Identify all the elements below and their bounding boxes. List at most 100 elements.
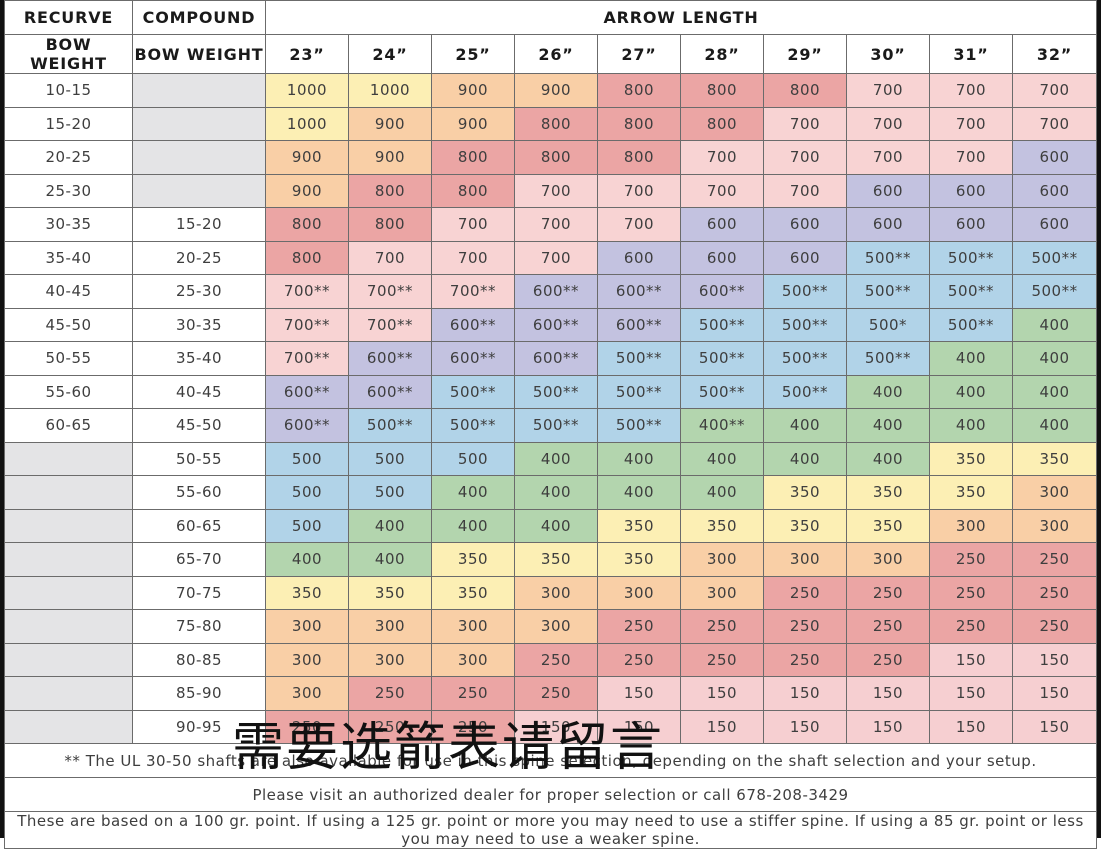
arrow-length-header: ARROW LENGTH <box>264 0 1098 35</box>
spine-value-cell: 900 <box>431 106 515 141</box>
spine-value-cell: 500** <box>763 341 847 376</box>
table-row: 30-35 15-20 800 800 700 700 700 600 600 600 600 600 <box>4 207 1098 242</box>
spine-value-cell: 400 <box>1011 408 1098 443</box>
spine-value-cell: 150 <box>680 709 764 744</box>
table-row: 20-25 900 900 800 800 800 700 700 700 700 600 <box>4 140 1098 175</box>
spine-value-cell: 400 <box>846 441 930 476</box>
spine-value-cell: 500** <box>431 408 515 443</box>
spine-value-cell: 500** <box>846 274 930 309</box>
spine-value-cell: 900 <box>514 73 598 108</box>
spine-value-cell: 500** <box>680 374 764 409</box>
recurve-weight-cell <box>4 542 133 577</box>
compound-weight-cell: 35-40 <box>132 341 266 376</box>
spine-value-cell: 500 <box>431 441 515 476</box>
spine-value-cell: 600** <box>431 307 515 342</box>
compound-weight-cell: 85-90 <box>132 676 266 711</box>
spine-value-cell: 350 <box>514 542 598 577</box>
spine-value-cell: 500** <box>431 374 515 409</box>
spine-value-cell: 300 <box>431 642 515 677</box>
spine-value-cell: 600 <box>680 207 764 242</box>
spine-value-cell: 350 <box>763 475 847 510</box>
arrow-length-7: 30” <box>846 34 930 74</box>
table-row: 50-55 500 500 500 400 400 400 400 400 350 350 <box>4 441 1098 476</box>
recurve-bow-weight-header: BOW WEIGHT <box>4 34 133 74</box>
recurve-weight-cell <box>4 642 133 677</box>
spine-value-cell: 400 <box>1011 374 1098 409</box>
spine-value-cell: 250 <box>680 642 764 677</box>
spine-value-cell: 600** <box>265 374 349 409</box>
spine-value-cell: 300 <box>265 609 349 644</box>
spine-value-cell: 500** <box>514 408 598 443</box>
spine-value-cell: 500 <box>348 441 432 476</box>
spine-value-cell: 250 <box>514 642 598 677</box>
spine-value-cell: 700 <box>763 140 847 175</box>
recurve-weight-cell <box>4 609 133 644</box>
spine-value-cell: 700 <box>514 240 598 275</box>
spine-value-cell: 1000 <box>348 73 432 108</box>
spine-value-cell: 400 <box>514 441 598 476</box>
spine-value-cell: 300 <box>348 642 432 677</box>
arrow-length-8: 31” <box>929 34 1013 74</box>
compound-bow-weight-header: BOW WEIGHT <box>132 34 266 74</box>
spine-value-cell: 700 <box>1011 73 1098 108</box>
compound-weight-cell <box>132 73 266 108</box>
spine-value-cell: 900 <box>431 73 515 108</box>
spine-value-cell: 500** <box>1011 240 1098 275</box>
spine-value-cell: 500* <box>846 307 930 342</box>
spine-value-cell: 500** <box>1011 274 1098 309</box>
spine-value-cell: 800 <box>265 207 349 242</box>
spine-value-cell: 250 <box>348 709 432 744</box>
spine-value-cell: 400 <box>597 475 681 510</box>
spine-value-cell: 300 <box>514 609 598 644</box>
spine-value-cell: 350 <box>348 575 432 610</box>
spine-value-cell: 300 <box>1011 508 1098 543</box>
arrow-length-6: 29” <box>763 34 847 74</box>
spine-value-cell: 250 <box>846 575 930 610</box>
spine-value-cell: 300 <box>597 575 681 610</box>
table-row: 60-65 500 400 400 400 350 350 350 350 300 300 <box>4 508 1098 543</box>
table-row: 80-85 300 300 300 250 250 250 250 250 150 150 <box>4 642 1098 677</box>
spine-value-cell: 400 <box>680 475 764 510</box>
spine-value-cell: 400 <box>846 374 930 409</box>
spine-value-cell: 400 <box>431 508 515 543</box>
spine-value-cell: 600** <box>514 274 598 309</box>
table-row: 40-45 25-30 700** 700** 700** 600** 600** 600**… <box>4 274 1098 309</box>
spine-value-cell: 600 <box>1011 207 1098 242</box>
table-row: 50-55 35-40 700** 600** 600** 600** 500** 500**… <box>4 341 1098 376</box>
table-row: 55-60 500 500 400 400 400 400 350 350 350 300 <box>4 475 1098 510</box>
spine-value-cell: 900 <box>265 173 349 208</box>
spine-value-cell: 250 <box>597 642 681 677</box>
compound-header: COMPOUND <box>132 0 266 35</box>
spine-value-cell: 700** <box>265 307 349 342</box>
spine-value-cell: 250 <box>846 609 930 644</box>
recurve-weight-cell <box>4 475 133 510</box>
spine-value-cell: 600 <box>929 207 1013 242</box>
arrow-length-1: 24” <box>348 34 432 74</box>
spine-value-cell: 800 <box>514 140 598 175</box>
spine-value-cell: 800 <box>348 173 432 208</box>
spine-value-cell: 600 <box>846 173 930 208</box>
spine-value-cell: 600 <box>1011 173 1098 208</box>
spine-value-cell: 600** <box>348 374 432 409</box>
recurve-weight-cell: 55-60 <box>4 374 133 409</box>
recurve-weight-cell: 15-20 <box>4 106 133 141</box>
spine-value-cell: 350 <box>597 508 681 543</box>
spine-value-cell: 800 <box>680 106 764 141</box>
spine-value-cell: 900 <box>348 140 432 175</box>
spine-value-cell: 400 <box>680 441 764 476</box>
spine-value-cell: 400 <box>1011 341 1098 376</box>
spine-value-cell: 350 <box>846 508 930 543</box>
spine-value-cell: 600** <box>265 408 349 443</box>
compound-weight-cell: 25-30 <box>132 274 266 309</box>
spine-value-cell: 800 <box>431 140 515 175</box>
spine-value-cell: 700 <box>846 140 930 175</box>
spine-value-cell: 300 <box>431 609 515 644</box>
spine-value-cell: 500** <box>929 307 1013 342</box>
spine-value-cell: 600 <box>929 173 1013 208</box>
spine-value-cell: 300 <box>680 542 764 577</box>
spine-value-cell: 700 <box>1011 106 1098 141</box>
watermark-overlay-text: 需要选箭表请留言 <box>232 718 665 778</box>
spine-value-cell: 600** <box>680 274 764 309</box>
spine-value-cell: 600** <box>514 341 598 376</box>
footnote-ul-shafts: ** The UL 30-50 shafts are also availabl… <box>3 743 1098 778</box>
